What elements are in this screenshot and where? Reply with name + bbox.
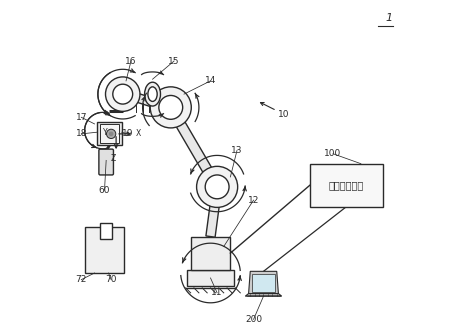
Polygon shape bbox=[126, 90, 167, 112]
FancyBboxPatch shape bbox=[100, 223, 112, 239]
Text: 19: 19 bbox=[122, 129, 134, 138]
Ellipse shape bbox=[205, 175, 229, 199]
Polygon shape bbox=[206, 186, 222, 237]
Circle shape bbox=[109, 132, 113, 136]
FancyBboxPatch shape bbox=[187, 270, 234, 286]
Text: 13: 13 bbox=[231, 146, 243, 155]
Text: 1: 1 bbox=[386, 13, 393, 23]
Text: 18: 18 bbox=[75, 129, 87, 138]
Ellipse shape bbox=[150, 87, 191, 128]
Text: 14: 14 bbox=[205, 76, 216, 86]
FancyBboxPatch shape bbox=[97, 122, 122, 146]
Ellipse shape bbox=[148, 87, 157, 102]
Text: 机器人控制器: 机器人控制器 bbox=[328, 180, 364, 190]
Circle shape bbox=[107, 129, 116, 139]
Text: Z: Z bbox=[111, 154, 116, 163]
Ellipse shape bbox=[197, 166, 237, 207]
Polygon shape bbox=[166, 105, 221, 189]
Ellipse shape bbox=[145, 82, 161, 106]
Ellipse shape bbox=[106, 77, 140, 111]
Ellipse shape bbox=[159, 96, 182, 119]
FancyBboxPatch shape bbox=[99, 149, 113, 175]
Text: 72: 72 bbox=[76, 275, 87, 284]
Text: X: X bbox=[135, 129, 141, 138]
Text: 70: 70 bbox=[105, 275, 117, 284]
FancyBboxPatch shape bbox=[100, 124, 119, 143]
Text: Y: Y bbox=[103, 128, 108, 137]
FancyBboxPatch shape bbox=[85, 227, 124, 273]
Polygon shape bbox=[245, 294, 282, 296]
Text: 11: 11 bbox=[211, 288, 223, 297]
Text: 60: 60 bbox=[99, 186, 110, 195]
Text: 15: 15 bbox=[168, 56, 180, 65]
Text: 12: 12 bbox=[248, 196, 259, 205]
Text: 100: 100 bbox=[324, 149, 342, 158]
FancyBboxPatch shape bbox=[310, 164, 383, 207]
Text: 200: 200 bbox=[245, 315, 262, 324]
Text: 10: 10 bbox=[278, 110, 289, 119]
FancyBboxPatch shape bbox=[191, 236, 230, 270]
Ellipse shape bbox=[113, 84, 133, 104]
Text: 16: 16 bbox=[125, 56, 137, 65]
Text: 17: 17 bbox=[75, 113, 87, 122]
Polygon shape bbox=[248, 271, 278, 294]
FancyBboxPatch shape bbox=[252, 274, 275, 292]
